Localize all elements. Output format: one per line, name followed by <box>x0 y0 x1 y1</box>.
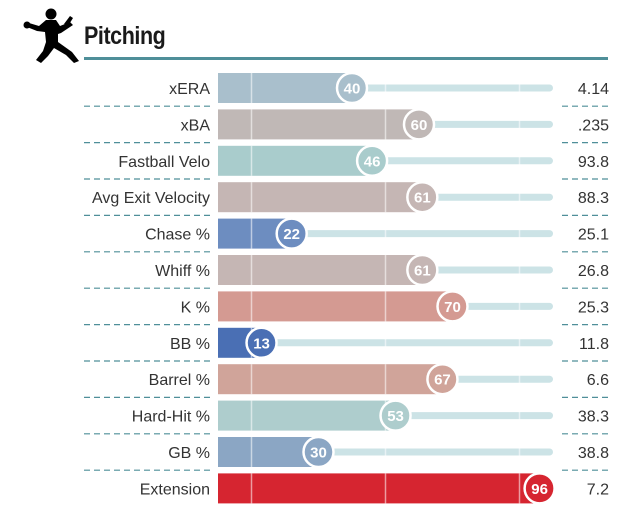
percentile-bar <box>218 400 396 431</box>
metric-row: 53 Hard-Hit % 38.3 <box>84 399 612 435</box>
stat-value: 11.8 <box>579 336 609 353</box>
metric-label: xERA <box>169 81 210 98</box>
metric-label: Chase % <box>145 227 210 244</box>
percentile-marker <box>402 108 436 141</box>
stat-value: 93.8 <box>578 154 609 171</box>
metric-row: 70 K % 25.3 <box>84 290 612 326</box>
percentile-label: 40 <box>344 81 361 98</box>
percentile-label: 13 <box>253 335 270 352</box>
metric-label: Barrel % <box>149 372 210 389</box>
metric-label: Avg Exit Velocity <box>92 190 210 207</box>
header: Pitching <box>0 0 628 63</box>
percentile-bar <box>218 145 373 176</box>
metric-row: 30 GB % 38.8 <box>84 435 612 471</box>
metric-label: Hard-Hit % <box>132 409 210 426</box>
metric-label: xBA <box>181 117 211 134</box>
percentile-marker <box>302 435 335 469</box>
percentile-marker <box>436 290 469 323</box>
percentile-label: 22 <box>283 226 300 243</box>
percentile-label: 67 <box>434 372 451 389</box>
percentile-label: 46 <box>364 153 381 170</box>
percentile-label: 60 <box>411 117 428 134</box>
percentile-bar <box>218 473 540 504</box>
chart-title: Pitching <box>84 22 166 50</box>
percentile-marker <box>355 144 389 178</box>
percentile-label: 53 <box>387 408 404 425</box>
stat-value: 25.1 <box>578 227 609 244</box>
percentile-bar <box>218 291 453 322</box>
metric-label: BB % <box>170 336 210 353</box>
metric-label: GB % <box>168 445 210 462</box>
percentile-marker <box>379 399 412 432</box>
metric-row: 40 xERA 4.14 <box>84 71 612 107</box>
metric-label: K % <box>181 299 210 316</box>
metric-label: Fastball Velo <box>118 154 210 171</box>
percentile-bar <box>218 437 319 467</box>
stat-value: 4.14 <box>578 81 609 98</box>
percentile-label: 70 <box>444 299 461 316</box>
header-divider <box>84 57 608 60</box>
percentile-marker <box>275 217 308 250</box>
percentile-marker <box>406 253 439 287</box>
metric-label: Extension <box>140 481 210 498</box>
metric-row: 61 Whiff % 26.8 <box>84 253 612 289</box>
metric-row: 96 Extension 7.2 <box>140 472 609 505</box>
percentile-marker <box>426 362 459 396</box>
pitcher-silhouette-icon <box>23 8 79 63</box>
percentile-marker <box>406 180 439 214</box>
stat-value: 6.6 <box>587 372 609 389</box>
stat-value: 38.3 <box>578 409 609 426</box>
stat-value: 7.2 <box>587 481 609 498</box>
percentile-label: 61 <box>414 263 431 280</box>
percentile-bar <box>218 109 419 140</box>
stat-value: 38.8 <box>578 445 609 462</box>
percentile-label: 61 <box>414 190 431 207</box>
metric-row: 22 Chase % 25.1 <box>84 217 612 253</box>
metric-row: 61 Avg Exit Velocity 88.3 <box>84 180 612 216</box>
percentile-bar <box>218 73 352 103</box>
percentile-bar <box>218 182 423 213</box>
metric-label: Whiff % <box>155 263 210 280</box>
stat-value: .235 <box>578 117 609 134</box>
stat-value: 25.3 <box>578 299 609 316</box>
percentile-bar <box>218 255 423 285</box>
stat-value: 88.3 <box>578 190 609 207</box>
percentile-marker <box>335 71 369 105</box>
stat-value: 26.8 <box>578 263 609 280</box>
percentile-marker <box>523 472 556 505</box>
percentile-label: 96 <box>531 481 548 498</box>
metric-row: 67 Barrel % 6.6 <box>84 362 612 398</box>
percentile-marker <box>245 326 278 360</box>
metric-row: 13 BB % 11.8 <box>84 326 612 362</box>
percentile-label: 30 <box>310 445 327 462</box>
metric-row: 46 Fastball Velo 93.8 <box>84 144 612 180</box>
metric-row: 60 xBA .235 <box>84 108 612 144</box>
percentile-bar <box>218 364 443 395</box>
